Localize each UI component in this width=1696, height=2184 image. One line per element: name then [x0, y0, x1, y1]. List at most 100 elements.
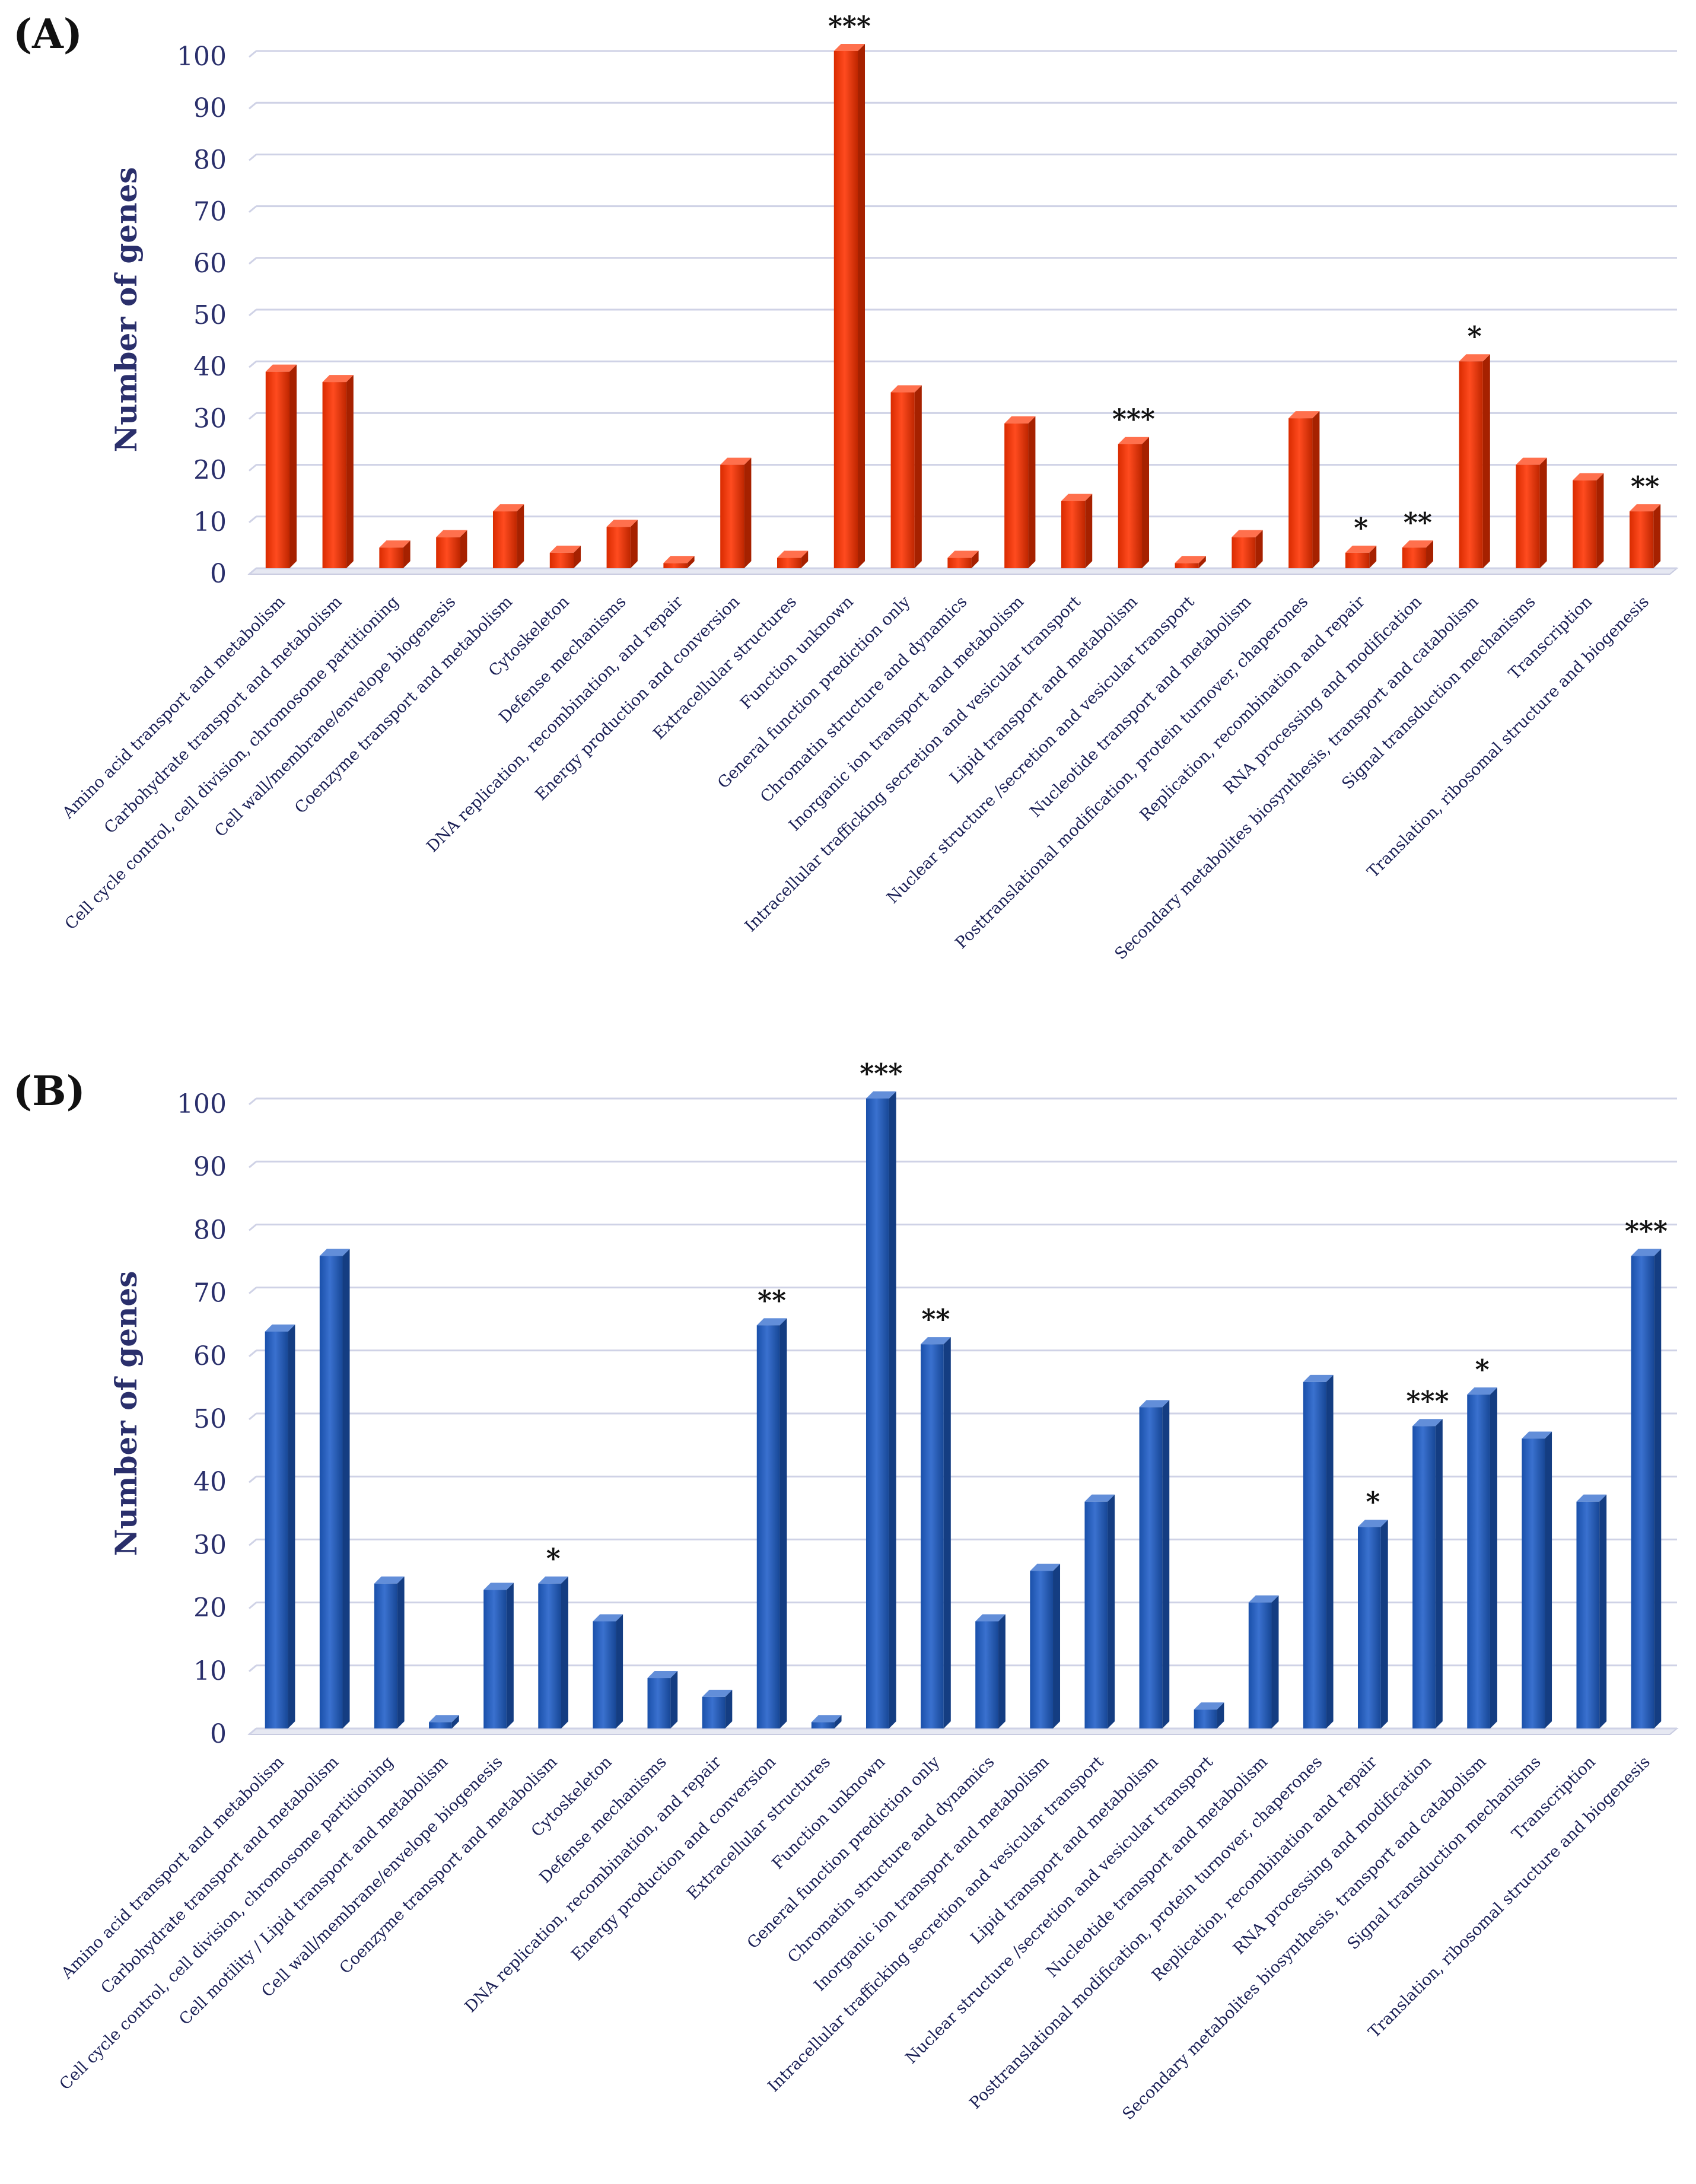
bar: [1345, 545, 1377, 568]
y-tick-label: 100: [177, 42, 227, 72]
bar-top: [702, 1689, 733, 1697]
y-tick-label: 30: [193, 403, 227, 434]
category-label: Secondary metabolites biosynthesis, tran…: [1119, 1753, 1490, 2123]
bar-top: [1118, 437, 1150, 444]
gridline-side: [249, 1161, 257, 1169]
bar-side: [1326, 1374, 1334, 1728]
bar-side: [1426, 540, 1434, 568]
bar-top: [1248, 1595, 1279, 1603]
category-label: Function unknown: [737, 593, 857, 713]
bar: [379, 540, 411, 568]
y-tick-label: 40: [193, 352, 227, 382]
category-label: Chromatin structure and dynamics: [757, 593, 970, 806]
bar-side: [1198, 556, 1206, 568]
category-label: DNA replication, recombination, and repa…: [462, 1753, 725, 2016]
bar-front: [833, 51, 858, 568]
bar: [374, 1576, 405, 1728]
bar-top: [1288, 411, 1320, 419]
bar-front: [436, 537, 460, 568]
bar-front: [663, 563, 688, 568]
bar: [1194, 1702, 1224, 1728]
bar-front: [1358, 1527, 1381, 1728]
bar: [429, 1715, 459, 1728]
bar: [1248, 1595, 1279, 1728]
bar: [538, 1576, 568, 1728]
bar: [720, 457, 752, 568]
panel-a: (A) 0 10 20 30 40 50 60 70 80 90 100 Number of gene…: [0, 0, 1696, 1062]
bar-top: [1175, 556, 1206, 563]
bar-front: [1030, 1571, 1054, 1728]
gridline-side: [249, 1476, 257, 1483]
bar-side: [1271, 1595, 1279, 1728]
bar-top: [720, 457, 752, 465]
gridline-side: [249, 1224, 257, 1231]
bar-side: [779, 1318, 787, 1728]
bar-side: [517, 504, 524, 568]
bar-front: [702, 1696, 726, 1728]
bar-front: [1288, 418, 1313, 568]
significance-label: *: [546, 1543, 561, 1575]
bar-top: [1631, 1249, 1662, 1256]
gridline-side: [249, 308, 257, 317]
bar-top: [1139, 1400, 1170, 1408]
bar-side: [801, 550, 809, 568]
gridline-side: [249, 1097, 257, 1106]
significance-label: *: [1354, 512, 1368, 544]
bar-top: [865, 1091, 896, 1099]
bar-side: [744, 457, 752, 568]
y-tick-label: 10: [193, 507, 227, 537]
bar: [647, 1671, 678, 1728]
bar-top: [265, 364, 297, 372]
bar-side: [1142, 437, 1150, 568]
bar-top: [1004, 416, 1036, 424]
bar-side: [1482, 354, 1490, 568]
panel-label-b: (B): [13, 1068, 85, 1115]
bar-front: [1467, 1395, 1490, 1728]
bar-front: [1516, 464, 1540, 568]
gridline-side: [249, 412, 257, 420]
bar-side: [1162, 1400, 1170, 1728]
bar-front: [1576, 1501, 1600, 1728]
bar-front: [1139, 1407, 1163, 1728]
bar-top: [1194, 1702, 1224, 1710]
bar: [663, 556, 695, 568]
bar-side: [1653, 504, 1661, 568]
bar-front: [1061, 501, 1086, 568]
bar: [265, 1324, 295, 1728]
bar-side: [834, 1715, 842, 1728]
bar: [1084, 1494, 1115, 1728]
bar: [947, 550, 979, 568]
bar: [777, 550, 809, 568]
gridline-side: [249, 567, 257, 575]
y-tick-label: 90: [193, 1152, 227, 1182]
bar-side: [460, 530, 467, 568]
bar-front: [865, 1099, 889, 1728]
y-tick-label: 60: [193, 1341, 227, 1371]
bar: [865, 1091, 896, 1728]
bar-side: [914, 385, 922, 568]
bar-front: [777, 558, 801, 568]
bar: [549, 545, 581, 568]
y-tick-label: 50: [193, 300, 227, 330]
bar: [1573, 473, 1604, 568]
bar-top: [379, 540, 411, 548]
category-label: Energy production and conversion: [568, 1753, 779, 1965]
bar: [975, 1614, 1005, 1728]
bar: [1175, 556, 1206, 568]
bar: [1516, 457, 1547, 568]
bar-top: [1412, 1419, 1443, 1427]
bar-side: [670, 1671, 678, 1728]
bar-top: [319, 1249, 350, 1256]
y-tick-label: 80: [193, 145, 227, 175]
bar-front: [890, 392, 915, 568]
bar-front: [265, 1331, 288, 1728]
bar-top: [1402, 540, 1434, 548]
significance-label: ***: [828, 10, 871, 42]
bar-side: [289, 364, 297, 568]
category-label: DNA replication, recombination, and repa…: [423, 593, 686, 856]
bar-front: [1118, 444, 1143, 568]
bar-front: [756, 1325, 780, 1728]
bar-top: [1030, 1564, 1061, 1571]
bar-side: [998, 1614, 1005, 1728]
bar-top: [1459, 354, 1490, 362]
